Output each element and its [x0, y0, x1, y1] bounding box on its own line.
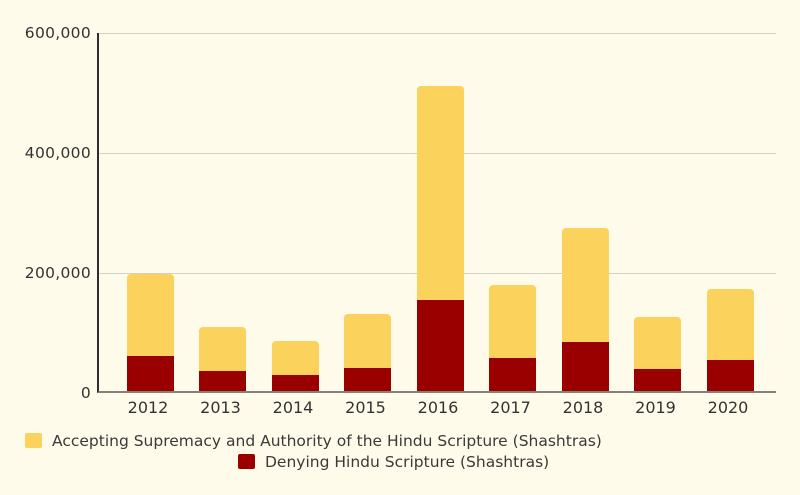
x-tick-label-2020: 2020 — [707, 398, 749, 417]
bar-segment-denying-2012[interactable] — [126, 356, 174, 391]
bar-segment-denying-2014[interactable] — [271, 375, 319, 391]
x-tick-label-2013: 2013 — [200, 398, 241, 417]
bar-segment-denying-2013[interactable] — [199, 371, 246, 391]
legend-item-accepting: Accepting Supremacy and Authority of the… — [25, 431, 602, 450]
bar-2017[interactable] — [489, 285, 536, 391]
bar-segment-accepting-2018[interactable] — [561, 228, 609, 342]
x-tick-label-2018: 2018 — [562, 398, 604, 417]
gridline-600000 — [99, 33, 776, 34]
legend-label-accepting: Accepting Supremacy and Authority of the… — [52, 431, 602, 450]
plot-area — [97, 33, 776, 393]
legend-swatch-denying-icon — [238, 454, 255, 469]
bar-segment-denying-2016[interactable] — [416, 300, 464, 391]
y-tick-label-200000: 200,000 — [24, 264, 91, 282]
bar-segment-denying-2020[interactable] — [706, 360, 754, 391]
bar-2012[interactable] — [126, 274, 174, 391]
bar-segment-denying-2019[interactable] — [634, 369, 681, 391]
y-tick-label-0: 0 — [80, 384, 91, 402]
x-tick-label-2012: 2012 — [127, 398, 169, 417]
bar-2013[interactable] — [199, 327, 246, 391]
bar-2014[interactable] — [271, 341, 319, 391]
bar-segment-accepting-2019[interactable] — [634, 317, 681, 369]
bar-2018[interactable] — [561, 228, 609, 391]
bar-segment-accepting-2012[interactable] — [126, 274, 174, 356]
bar-segment-accepting-2016[interactable] — [416, 86, 464, 300]
x-tick-label-2016: 2016 — [417, 398, 459, 417]
bar-segment-accepting-2013[interactable] — [199, 327, 246, 371]
x-tick-label-2017: 2017 — [490, 398, 531, 417]
bar-segment-denying-2018[interactable] — [561, 342, 609, 391]
y-tick-label-400000: 400,000 — [24, 144, 91, 162]
bar-2019[interactable] — [634, 317, 681, 391]
bar-2020[interactable] — [706, 289, 754, 391]
bar-segment-denying-2015[interactable] — [344, 368, 391, 391]
legend-item-denying: Denying Hindu Scripture (Shashtras) — [238, 452, 549, 471]
bar-segment-accepting-2017[interactable] — [489, 285, 536, 358]
bar-segment-denying-2017[interactable] — [489, 358, 536, 391]
x-tick-label-2014: 2014 — [272, 398, 314, 417]
y-tick-label-600000: 600,000 — [24, 24, 91, 42]
x-tick-label-2019: 2019 — [635, 398, 676, 417]
bar-2016[interactable] — [416, 86, 464, 391]
bar-segment-accepting-2015[interactable] — [344, 314, 391, 368]
x-tick-label-2015: 2015 — [345, 398, 386, 417]
bar-segment-accepting-2014[interactable] — [271, 341, 319, 375]
bar-2015[interactable] — [344, 314, 391, 391]
bar-segment-accepting-2020[interactable] — [706, 289, 754, 360]
legend-swatch-accepting-icon — [25, 433, 42, 448]
legend-label-denying: Denying Hindu Scripture (Shashtras) — [265, 452, 550, 471]
